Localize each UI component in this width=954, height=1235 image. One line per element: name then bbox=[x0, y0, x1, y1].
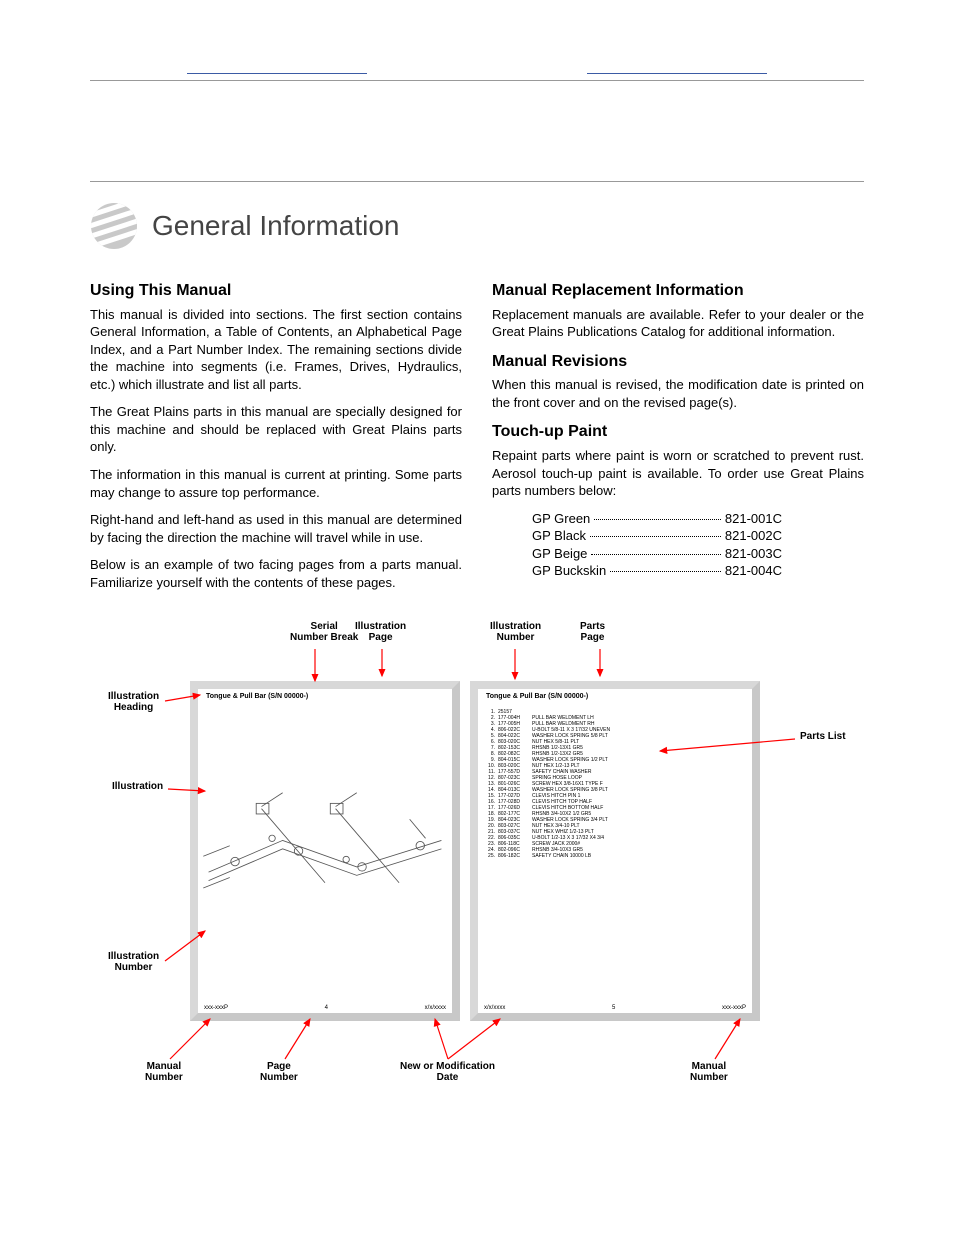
header-tab-left bbox=[187, 73, 367, 74]
content-columns: Using This Manual This manual is divided… bbox=[90, 280, 864, 601]
paint-row: GP Green821-001C bbox=[532, 510, 782, 528]
paragraph: The information in this manual is curren… bbox=[90, 466, 462, 501]
right-column: Manual Replacement Information Replaceme… bbox=[492, 280, 864, 601]
example-diagram: Tongue & Pull Bar (S/N 00000-) bbox=[90, 621, 860, 1091]
header-tabs bbox=[90, 73, 864, 74]
label-illus-number2: Illustration Number bbox=[108, 951, 159, 973]
label-manual-number-l: Manual Number bbox=[145, 1061, 183, 1083]
paragraph: Below is an example of two facing pages … bbox=[90, 556, 462, 591]
replacement-heading: Manual Replacement Information bbox=[492, 280, 864, 302]
revisions-heading: Manual Revisions bbox=[492, 351, 864, 373]
callout-arrows bbox=[90, 621, 860, 1091]
label-parts-page: Parts Page bbox=[580, 621, 605, 643]
touchup-heading: Touch-up Paint bbox=[492, 421, 864, 443]
header-tab-right bbox=[587, 73, 767, 74]
label-illus-page: Illustration Page bbox=[355, 621, 406, 643]
paint-row: GP Beige821-003C bbox=[532, 545, 782, 563]
using-manual-heading: Using This Manual bbox=[90, 280, 462, 302]
label-illus-heading: Illustration Heading bbox=[108, 691, 159, 713]
label-manual-number-r: Manual Number bbox=[690, 1061, 728, 1083]
label-mod-date: New or Modification Date bbox=[400, 1061, 495, 1083]
label-illus-number: Illustration Number bbox=[490, 621, 541, 643]
paragraph: Replacement manuals are available. Refer… bbox=[492, 306, 864, 341]
document-page: General Information Using This Manual Th… bbox=[0, 0, 954, 1131]
section-title: General Information bbox=[152, 210, 399, 242]
top-rule bbox=[90, 80, 864, 81]
divider bbox=[90, 181, 864, 182]
label-parts-list: Parts List bbox=[800, 731, 846, 742]
label-serial-break: Serial Number Break bbox=[290, 621, 358, 643]
left-column: Using This Manual This manual is divided… bbox=[90, 280, 462, 601]
paragraph: Repaint parts where paint is worn or scr… bbox=[492, 447, 864, 500]
paragraph: Right-hand and left-hand as used in this… bbox=[90, 511, 462, 546]
section-header: General Information bbox=[90, 202, 864, 250]
label-page-number: Page Number bbox=[260, 1061, 298, 1083]
paragraph: This manual is divided into sections. Th… bbox=[90, 306, 462, 394]
paint-row: GP Black821-002C bbox=[532, 527, 782, 545]
label-illustration: Illustration bbox=[112, 781, 163, 792]
logo-icon bbox=[90, 202, 138, 250]
paragraph: The Great Plains parts in this manual ar… bbox=[90, 403, 462, 456]
paint-list: GP Green821-001CGP Black821-002CGP Beige… bbox=[532, 510, 864, 580]
paint-row: GP Buckskin821-004C bbox=[532, 562, 782, 580]
paragraph: When this manual is revised, the modific… bbox=[492, 376, 864, 411]
